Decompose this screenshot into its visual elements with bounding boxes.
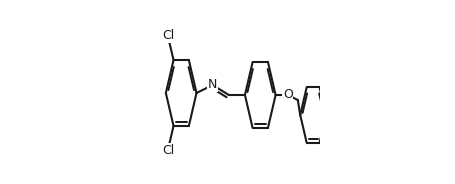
Text: N: N xyxy=(207,79,217,91)
Text: O: O xyxy=(282,89,292,102)
Text: Cl: Cl xyxy=(162,144,174,157)
Text: Cl: Cl xyxy=(162,29,174,42)
